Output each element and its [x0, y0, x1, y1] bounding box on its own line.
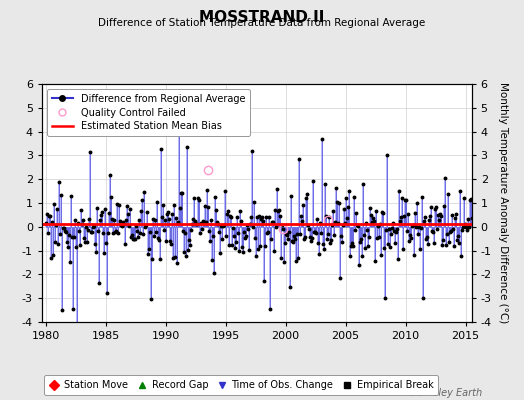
Legend: Difference from Regional Average, Quality Control Failed, Estimated Station Mean: Difference from Regional Average, Qualit… — [47, 89, 250, 136]
Text: Difference of Station Temperature Data from Regional Average: Difference of Station Temperature Data f… — [99, 18, 425, 28]
Text: Berkeley Earth: Berkeley Earth — [410, 388, 482, 398]
Legend: Station Move, Record Gap, Time of Obs. Change, Empirical Break: Station Move, Record Gap, Time of Obs. C… — [44, 376, 438, 395]
Y-axis label: Monthly Temperature Anomaly Difference (°C): Monthly Temperature Anomaly Difference (… — [498, 82, 508, 324]
Text: MOSSTRAND II: MOSSTRAND II — [199, 10, 325, 25]
